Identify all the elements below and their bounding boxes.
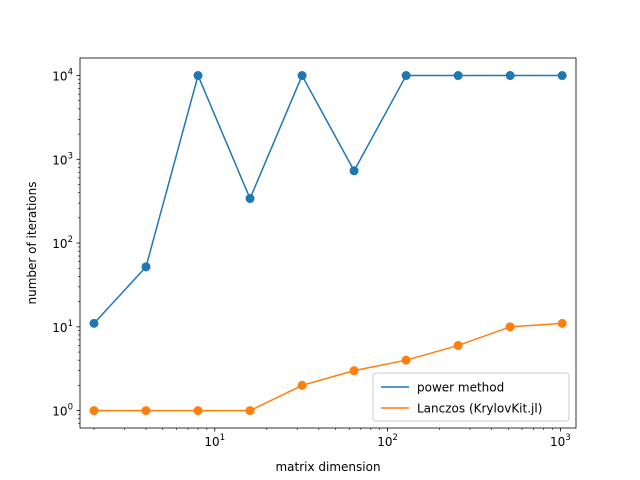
data-point bbox=[141, 406, 151, 416]
x-tick-label: 101 bbox=[204, 433, 225, 449]
data-point bbox=[401, 71, 411, 81]
data-point bbox=[349, 166, 359, 176]
x-tick-label: 102 bbox=[377, 433, 398, 449]
data-point bbox=[453, 340, 463, 350]
data-point bbox=[193, 406, 203, 416]
data-point bbox=[505, 71, 515, 81]
x-axis-label: matrix dimension bbox=[275, 460, 380, 474]
data-point bbox=[89, 318, 99, 328]
data-point bbox=[297, 380, 307, 390]
y-tick-label: 101 bbox=[52, 319, 73, 335]
y-tick-label: 103 bbox=[52, 151, 73, 167]
data-point bbox=[349, 366, 359, 376]
legend-label: power method bbox=[417, 381, 504, 395]
series-markers bbox=[89, 71, 567, 416]
plot-frame bbox=[79, 57, 577, 429]
x-major-ticks: 101 102 103 bbox=[204, 428, 571, 449]
y-axis-label: number of iterations bbox=[25, 182, 39, 305]
data-point bbox=[89, 406, 99, 416]
data-point bbox=[297, 71, 307, 81]
data-point bbox=[245, 194, 255, 204]
legend-label: Lanczos (KrylovKit.jl) bbox=[417, 402, 542, 416]
data-point bbox=[505, 322, 515, 332]
legend-box bbox=[372, 372, 570, 422]
series-line-1 bbox=[93, 74, 563, 324]
data-point bbox=[245, 406, 255, 416]
data-point bbox=[557, 318, 567, 328]
x-tick-label: 103 bbox=[550, 433, 571, 449]
y-tick-label: 104 bbox=[52, 68, 73, 84]
y-tick-label: 100 bbox=[52, 403, 73, 419]
plot-area bbox=[80, 58, 576, 428]
y-major-ticks: 100 101 102 103 104 bbox=[52, 68, 80, 419]
data-point bbox=[453, 71, 463, 81]
data-point bbox=[557, 71, 567, 81]
data-point bbox=[193, 71, 203, 81]
y-tick-label: 102 bbox=[52, 235, 73, 251]
data-point bbox=[401, 355, 411, 365]
series-line-2 bbox=[93, 322, 563, 412]
series-lines bbox=[93, 74, 563, 412]
legend: power method Lanczos (KrylovKit.jl) bbox=[372, 372, 570, 422]
data-point bbox=[141, 262, 151, 272]
